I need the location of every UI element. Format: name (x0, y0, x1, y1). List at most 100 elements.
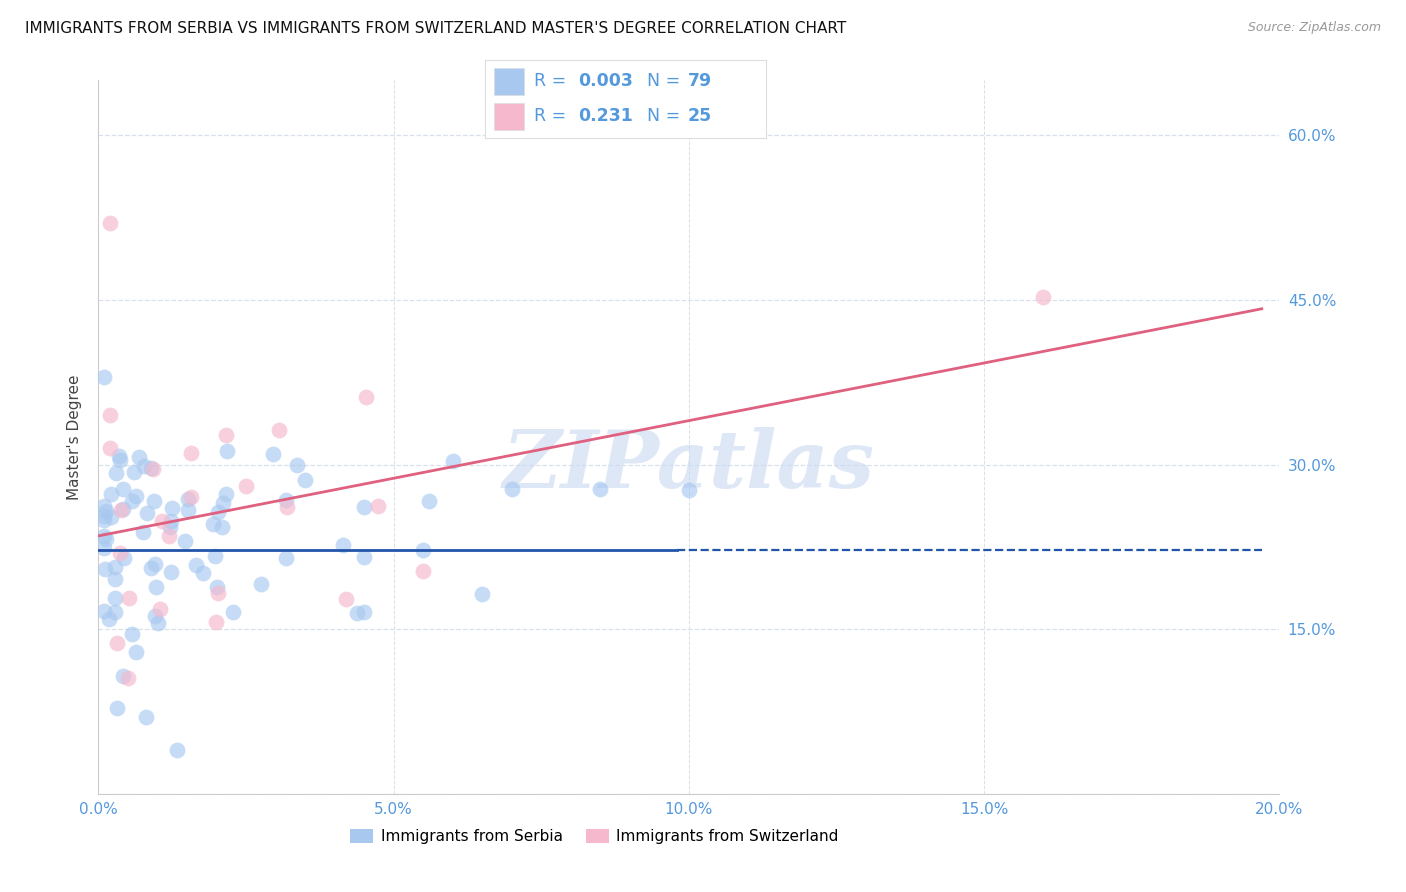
Point (110, 546, 132, 560)
Point (93, 509, 115, 524)
Point (177, 503, 200, 517)
Point (93, 529, 115, 543)
Point (160, 500, 183, 515)
Point (353, 500, 375, 514)
Point (94, 562, 117, 576)
Point (149, 602, 172, 616)
Point (121, 627, 143, 641)
Point (98, 409, 121, 423)
Point (191, 566, 214, 580)
Point (128, 450, 150, 464)
Text: R =: R = (534, 107, 572, 125)
Text: Source: ZipAtlas.com: Source: ZipAtlas.com (1247, 21, 1381, 35)
Point (112, 482, 135, 496)
Point (108, 453, 131, 467)
Point (274, 551, 297, 566)
Point (412, 543, 434, 558)
Point (111, 502, 134, 516)
Point (143, 608, 166, 623)
Point (135, 506, 157, 520)
Text: N =: N = (647, 72, 686, 90)
Point (176, 492, 198, 507)
Point (412, 564, 434, 578)
Point (212, 496, 235, 510)
Point (678, 483, 700, 497)
Point (104, 572, 127, 586)
Point (93, 369, 115, 384)
Point (367, 500, 389, 514)
Point (180, 491, 202, 505)
Point (110, 503, 132, 517)
Point (201, 517, 224, 532)
Point (93, 604, 115, 618)
Point (146, 615, 169, 630)
Point (105, 466, 128, 480)
Point (157, 528, 180, 542)
Point (285, 458, 308, 473)
Text: 0.003: 0.003 (578, 72, 633, 90)
Point (135, 710, 157, 724)
Point (215, 487, 238, 501)
Point (103, 591, 125, 605)
Point (141, 561, 163, 575)
Text: 79: 79 (688, 72, 711, 90)
Point (204, 615, 226, 629)
Point (441, 454, 464, 468)
Text: R =: R = (534, 72, 572, 90)
Point (93, 499, 115, 513)
Point (108, 450, 131, 464)
Point (98, 441, 121, 455)
Point (134, 458, 156, 473)
Point (104, 560, 127, 574)
Point (346, 606, 368, 620)
Point (111, 669, 134, 683)
Point (294, 473, 316, 487)
Point (332, 537, 354, 551)
Point (142, 494, 165, 508)
Point (117, 671, 139, 685)
Point (180, 446, 202, 460)
Point (121, 493, 143, 508)
Text: N =: N = (647, 107, 686, 125)
Point (335, 591, 357, 606)
Point (160, 565, 183, 579)
Point (145, 580, 167, 594)
Point (353, 605, 375, 619)
Point (159, 520, 181, 534)
Point (274, 492, 297, 507)
Text: IMMIGRANTS FROM SERBIA VS IMMIGRANTS FROM SWITZERLAND MASTER'S DEGREE CORRELATIO: IMMIGRANTS FROM SERBIA VS IMMIGRANTS FRO… (25, 21, 846, 37)
Point (354, 390, 377, 404)
Point (104, 605, 127, 619)
Point (204, 549, 226, 564)
Point (139, 460, 162, 475)
Point (269, 423, 291, 437)
Point (166, 743, 188, 757)
Point (98, 611, 121, 625)
Text: ZIPatlas: ZIPatlas (503, 427, 875, 504)
Point (263, 447, 285, 461)
Point (184, 558, 207, 573)
Point (207, 580, 229, 594)
Point (471, 587, 494, 601)
Point (217, 443, 239, 458)
Point (94, 503, 117, 517)
Y-axis label: Master's Degree: Master's Degree (67, 375, 83, 500)
Point (125, 489, 148, 503)
Point (418, 493, 440, 508)
Point (207, 504, 229, 518)
Point (132, 525, 155, 540)
Point (160, 514, 183, 528)
Point (276, 500, 298, 514)
Point (249, 577, 271, 591)
Point (353, 550, 375, 565)
Point (222, 605, 245, 619)
Point (93, 541, 115, 556)
Point (215, 428, 238, 442)
Point (112, 551, 135, 566)
Point (501, 482, 523, 496)
Point (143, 557, 166, 571)
FancyBboxPatch shape (494, 68, 524, 95)
Point (100, 509, 122, 524)
FancyBboxPatch shape (494, 103, 524, 130)
Point (142, 461, 165, 475)
